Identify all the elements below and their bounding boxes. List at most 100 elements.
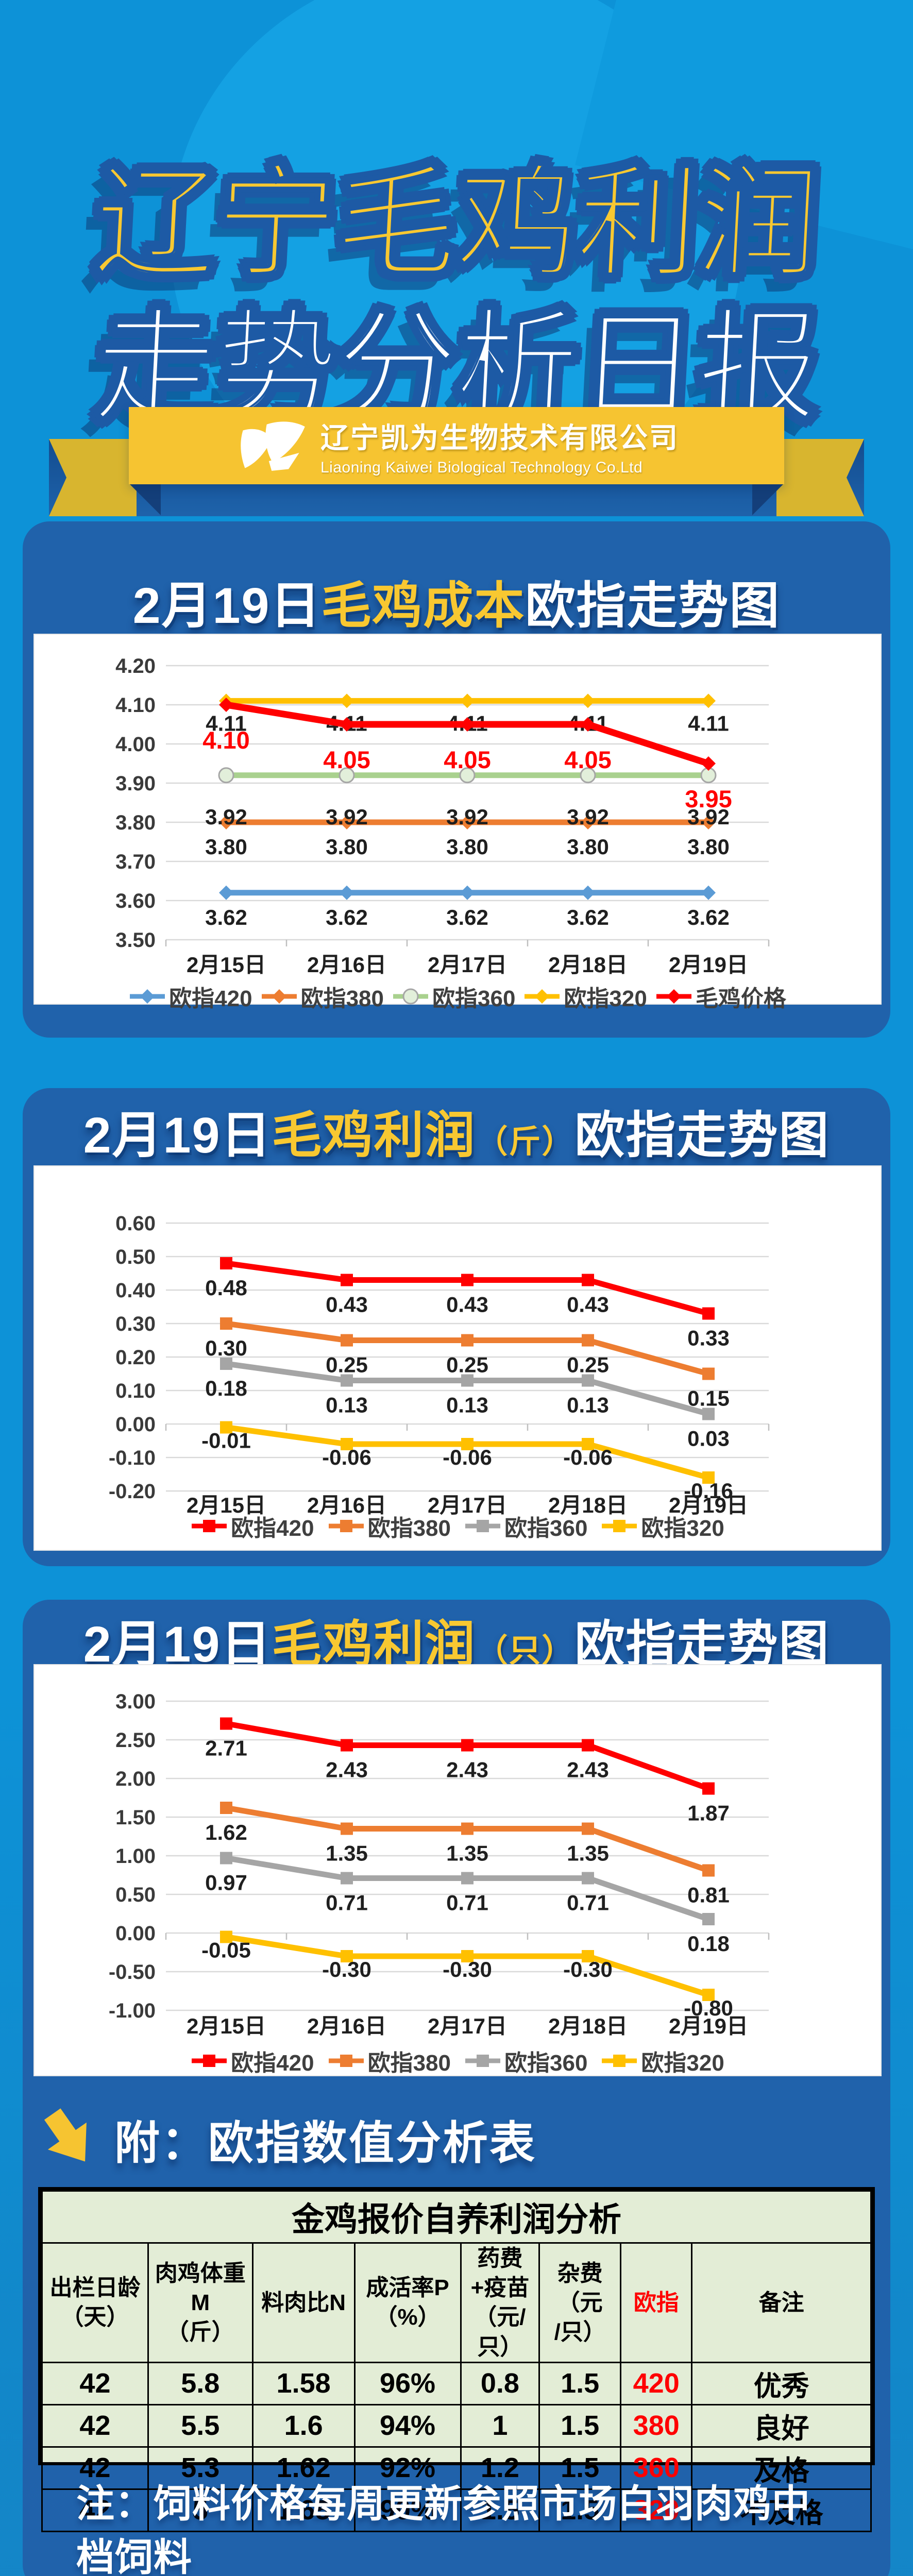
data-point-marker: [340, 693, 354, 708]
data-point-label: 3.80: [326, 835, 368, 859]
data-point-marker: [701, 885, 716, 900]
legend-label: 欧指320: [564, 986, 647, 1011]
data-point-marker: [702, 1408, 715, 1420]
data-point-marker: [581, 693, 595, 708]
y-axis-tick-label: 1.00: [115, 1845, 156, 1868]
section-title-highlight: 毛鸡成本: [321, 578, 526, 634]
legend-item-欧指380: 欧指380: [328, 1510, 451, 1543]
series-欧指380: 0.30 0.25 0.25 0.25 0.15: [205, 1317, 730, 1411]
data-point-marker: [340, 1520, 352, 1532]
legend-swatch-icon: [393, 988, 428, 1005]
series-欧指380: 1.62 1.35 1.35 1.35 0.81: [205, 1802, 730, 1907]
table-row: 42 5.8 1.58 96% 0.8 1.5 420 优秀: [41, 2361, 872, 2405]
legend-item-欧指360: 欧指360: [464, 1510, 587, 1543]
legend-item-欧指380: 欧指380: [261, 980, 384, 1013]
legend-swatch-icon: [465, 1520, 500, 1532]
legend-swatch-icon: [328, 1520, 364, 1532]
data-point-label: 0.71: [326, 1891, 368, 1915]
attachment-title: 附：欧指数值分析表: [114, 2117, 537, 2168]
y-axis-tick-label: 2.50: [115, 1729, 156, 1752]
data-point-marker: [461, 1822, 474, 1835]
legend-item-欧指420: 欧指420: [191, 1510, 314, 1543]
table-cell: 380: [620, 2403, 693, 2448]
data-point-marker: [702, 1782, 715, 1795]
data-point-marker: [220, 1421, 232, 1434]
data-point-marker: [341, 1274, 353, 1286]
data-point-marker: [220, 1930, 232, 1943]
data-point-label: -0.30: [443, 1957, 492, 1981]
line-chart-svg: 3.00 2.50 2.00 1.50 1.00 0.50 0.00 -0.50 -1.00 2.…: [109, 1690, 770, 2038]
data-point-marker: [461, 1374, 474, 1387]
y-axis-tick-label: 0.00: [115, 1922, 156, 1945]
series-欧指420: 3.62 3.62 3.62 3.62 3.62: [205, 885, 730, 929]
data-point-label: 3.80: [205, 835, 247, 859]
data-point-label: 0.71: [446, 1891, 488, 1915]
legend-swatch-icon: [465, 2055, 500, 2067]
data-point-label: 0.13: [567, 1393, 609, 1417]
line-chart-svg: 4.204.104.003.903.803.703.603.503.62 3.62…: [115, 655, 770, 977]
section-title-date: 2月19日: [83, 1616, 272, 1672]
series-欧指360: 3.92 3.92 3.92 3.92 3.92: [205, 767, 730, 829]
data-point-marker: [582, 1274, 594, 1286]
company-banner: 辽宁凯为生物技术有限公司 Liaoning Kaiwei Biological …: [129, 407, 784, 484]
section-title-highlight: 毛鸡利润: [272, 1107, 476, 1163]
chart-legend: 欧指420 欧指380 欧指360 欧指320: [33, 2044, 882, 2077]
data-point-marker: [341, 1950, 353, 1962]
data-point-label: 0.13: [326, 1393, 368, 1417]
data-point-marker: [613, 2055, 626, 2067]
data-point-label: -0.30: [322, 1957, 371, 1981]
x-axis-tick-label: 2月15日: [187, 953, 266, 977]
legend-swatch-icon: [261, 989, 297, 1004]
data-point-marker: [461, 1334, 474, 1347]
table-cell: 42: [41, 2361, 149, 2405]
y-axis-tick-label: 3.50: [115, 929, 156, 952]
ribbon-fold-left: [129, 483, 161, 515]
line-chart-svg: 0.60 0.50 0.40 0.30 0.20 0.10 0.00 -0.10 -0.20 0.…: [109, 1212, 770, 1517]
legend-swatch-icon: [656, 989, 691, 1004]
legend-label: 欧指420: [231, 1516, 314, 1541]
data-point-label: 2.71: [205, 1736, 247, 1760]
x-axis-tick-label: 2月18日: [548, 2014, 628, 2038]
y-axis-tick-label: 0.50: [115, 1246, 156, 1268]
column-header: 料肉比N: [251, 2242, 356, 2363]
data-point-marker: [272, 989, 286, 1004]
data-point-label: 0.18: [205, 1376, 247, 1400]
chart-legend: 欧指420 欧指380 欧指360 欧指320 毛鸡价格: [33, 980, 882, 1013]
data-point-label: 3.92: [687, 805, 730, 829]
data-point-label: -0.16: [684, 1479, 733, 1503]
data-point-marker: [219, 885, 233, 900]
data-point-marker: [701, 815, 716, 829]
data-point-label: -0.30: [563, 1957, 613, 1981]
legend-label: 毛鸡价格: [695, 986, 786, 1011]
table-cell: 1: [460, 2403, 540, 2448]
legend-swatch-icon: [602, 2055, 637, 2067]
table-cell: 320: [620, 2488, 693, 2532]
table-row: 42 5.3 1.62 92% 1.2 1.5 360 及格: [41, 2446, 872, 2490]
data-point-label: 0.81: [687, 1883, 730, 1907]
column-header: 药费+疫苗 （元/只）: [460, 2242, 540, 2363]
legend-swatch-icon: [130, 989, 165, 1004]
y-axis-tick-label: 0.10: [115, 1380, 156, 1402]
legend-item-欧指360: 欧指360: [392, 980, 515, 1013]
series-毛鸡价格: 4.10 4.05 4.05 4.05 3.95: [202, 698, 732, 812]
data-point-label: 0.71: [567, 1891, 609, 1915]
table-cell: 1.5: [538, 2446, 622, 2490]
data-point-label: -0.06: [443, 1445, 492, 1469]
legend-item-欧指420: 欧指420: [129, 980, 252, 1013]
data-point-marker: [203, 2055, 216, 2067]
data-point-label: 0.30: [205, 1336, 247, 1360]
table-cell: 42: [41, 2446, 149, 2490]
series-欧指420: 2.71 2.43 2.43 2.43 1.87: [205, 1717, 730, 1825]
data-point-marker: [580, 767, 596, 784]
data-point-marker: [460, 815, 475, 829]
data-point-marker: [340, 885, 354, 900]
data-point-label: 3.62: [687, 905, 730, 929]
column-header: 备注: [691, 2242, 872, 2363]
legend-item-欧指420: 欧指420: [191, 2044, 314, 2077]
data-point-marker: [341, 1438, 353, 1450]
x-axis-tick-label: 2月17日: [428, 1493, 507, 1517]
data-point-marker: [339, 767, 355, 784]
data-point-marker: [140, 989, 155, 1004]
section-title-profit-jin: 2月19日毛鸡利润（斤）欧指走势图: [0, 1094, 913, 1167]
